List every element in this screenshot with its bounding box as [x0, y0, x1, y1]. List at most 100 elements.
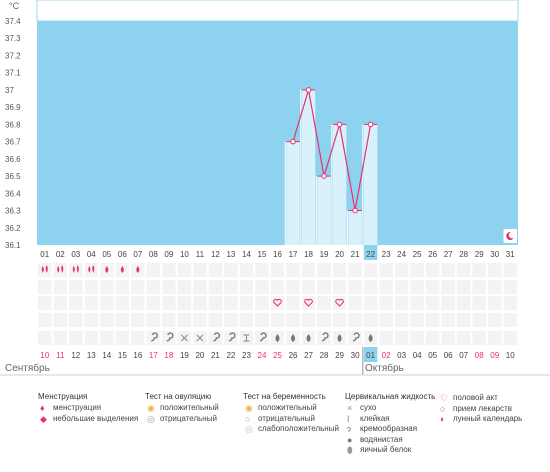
grid-cell[interactable]	[394, 280, 409, 294]
grid-cell[interactable]	[379, 296, 393, 310]
day-label[interactable]: 16	[273, 250, 282, 259]
grid-cell[interactable]	[332, 296, 347, 310]
grid-cell[interactable]	[84, 263, 99, 277]
day-label[interactable]: 05	[102, 250, 111, 259]
cycle-date-label[interactable]: 23	[242, 351, 251, 360]
grid-cell[interactable]	[270, 296, 285, 310]
grid-cell[interactable]	[332, 263, 347, 277]
grid-cell[interactable]	[255, 263, 269, 277]
grid-cell[interactable]	[301, 280, 316, 294]
grid-cell[interactable]	[131, 280, 145, 294]
grid-cell[interactable]	[332, 280, 347, 294]
day-label[interactable]: 12	[211, 250, 220, 259]
cycle-date-label[interactable]: 05	[428, 351, 437, 360]
day-label[interactable]: 13	[226, 250, 235, 259]
temperature-point[interactable]	[305, 87, 312, 93]
day-label[interactable]: 19	[320, 250, 329, 259]
grid-cell[interactable]	[38, 313, 52, 327]
grid-cell[interactable]	[363, 296, 378, 310]
day-label[interactable]: 28	[459, 250, 468, 259]
grid-cell[interactable]	[472, 313, 486, 327]
grid-cell[interactable]	[379, 331, 393, 345]
grid-cell[interactable]	[394, 313, 409, 327]
cycle-date-label[interactable]: 15	[118, 351, 127, 360]
grid-cell[interactable]	[317, 280, 331, 294]
cycle-date-label[interactable]: 07	[459, 351, 468, 360]
grid-cell[interactable]	[146, 296, 161, 310]
grid-cell[interactable]	[410, 331, 424, 345]
grid-cell[interactable]	[208, 313, 223, 327]
grid-cell[interactable]	[53, 313, 68, 327]
grid-cell[interactable]	[38, 296, 52, 310]
grid-cell[interactable]	[177, 263, 192, 277]
grid-cell[interactable]	[472, 296, 486, 310]
grid-cell[interactable]	[425, 263, 440, 277]
grid-cell[interactable]	[456, 331, 471, 345]
grid-cell[interactable]	[379, 280, 393, 294]
grid-cell[interactable]	[441, 313, 455, 327]
grid-cell[interactable]	[100, 331, 114, 345]
grid-cell[interactable]	[193, 313, 207, 327]
grid-cell[interactable]	[286, 263, 300, 277]
grid-cell[interactable]	[224, 296, 238, 310]
grid-cell[interactable]	[239, 296, 254, 310]
cycle-date-label[interactable]: 14	[102, 351, 111, 360]
grid-cell[interactable]	[239, 263, 254, 277]
cycle-date-label[interactable]: 04	[413, 351, 422, 360]
day-label[interactable]: 27	[444, 250, 453, 259]
grid-cell[interactable]	[286, 280, 300, 294]
grid-cell[interactable]	[472, 331, 486, 345]
day-label[interactable]: 14	[242, 250, 251, 259]
grid-cell[interactable]	[115, 280, 130, 294]
grid-cell[interactable]	[208, 263, 223, 277]
grid-cell[interactable]	[100, 313, 114, 327]
day-label[interactable]: 22	[366, 250, 375, 259]
cycle-date-label[interactable]: 08	[475, 351, 484, 360]
cycle-date-label[interactable]: 18	[164, 351, 173, 360]
grid-cell[interactable]	[69, 313, 83, 327]
cycle-date-label[interactable]: 29	[335, 351, 344, 360]
cycle-date-label[interactable]: 30	[351, 351, 360, 360]
grid-cell[interactable]	[239, 313, 254, 327]
cycle-date-label[interactable]: 20	[195, 351, 204, 360]
grid-cell[interactable]	[69, 331, 83, 345]
grid-cell[interactable]	[363, 313, 378, 327]
cycle-date-label[interactable]: 25	[273, 351, 282, 360]
grid-cell[interactable]	[348, 313, 362, 327]
cycle-date-label[interactable]: 01	[366, 351, 375, 360]
grid-cell[interactable]	[441, 331, 455, 345]
grid-cell[interactable]	[115, 313, 130, 327]
grid-cell[interactable]	[410, 296, 424, 310]
cycle-date-label[interactable]: 19	[180, 351, 189, 360]
grid-cell[interactable]	[270, 263, 285, 277]
cycle-date-label[interactable]: 16	[133, 351, 142, 360]
grid-cell[interactable]	[53, 331, 68, 345]
grid-cell[interactable]	[348, 296, 362, 310]
day-label[interactable]: 25	[413, 250, 422, 259]
grid-cell[interactable]	[193, 263, 207, 277]
grid-cell[interactable]	[503, 280, 517, 294]
grid-cell[interactable]	[441, 280, 455, 294]
grid-cell[interactable]	[100, 296, 114, 310]
grid-cell[interactable]	[363, 263, 378, 277]
day-label[interactable]: 29	[475, 250, 484, 259]
grid-cell[interactable]	[472, 263, 486, 277]
grid-cell[interactable]	[363, 280, 378, 294]
cycle-date-label[interactable]: 24	[258, 351, 267, 360]
grid-cell[interactable]	[487, 313, 502, 327]
grid-cell[interactable]	[38, 331, 52, 345]
grid-cell[interactable]	[503, 331, 517, 345]
day-label[interactable]: 21	[351, 250, 360, 259]
grid-cell[interactable]	[115, 296, 130, 310]
grid-cell[interactable]	[193, 296, 207, 310]
grid-cell[interactable]	[162, 263, 176, 277]
grid-cell[interactable]	[441, 296, 455, 310]
grid-cell[interactable]	[69, 263, 83, 277]
grid-cell[interactable]	[224, 280, 238, 294]
grid-cell[interactable]	[53, 263, 68, 277]
grid-cell[interactable]	[503, 263, 517, 277]
grid-cell[interactable]	[38, 280, 52, 294]
cycle-date-label[interactable]: 21	[211, 351, 220, 360]
grid-cell[interactable]	[425, 331, 440, 345]
grid-cell[interactable]	[503, 296, 517, 310]
